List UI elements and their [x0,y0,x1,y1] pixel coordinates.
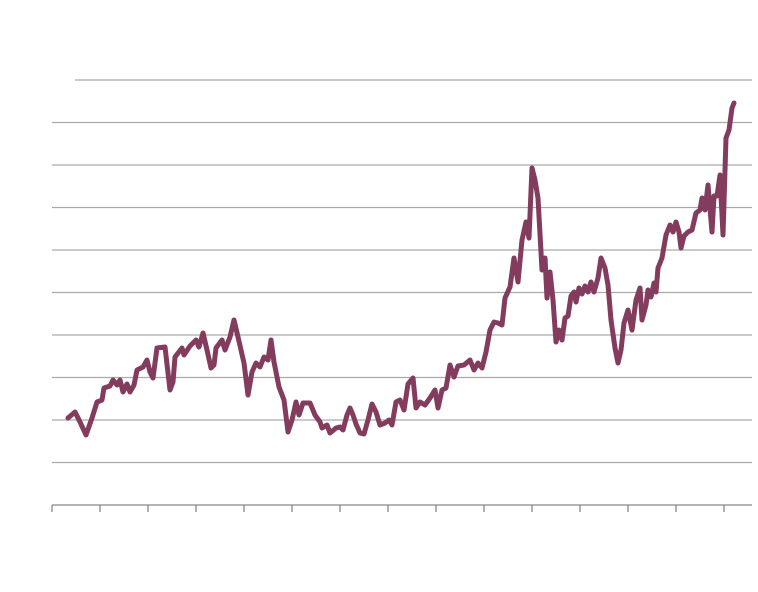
line-series [65,100,737,438]
